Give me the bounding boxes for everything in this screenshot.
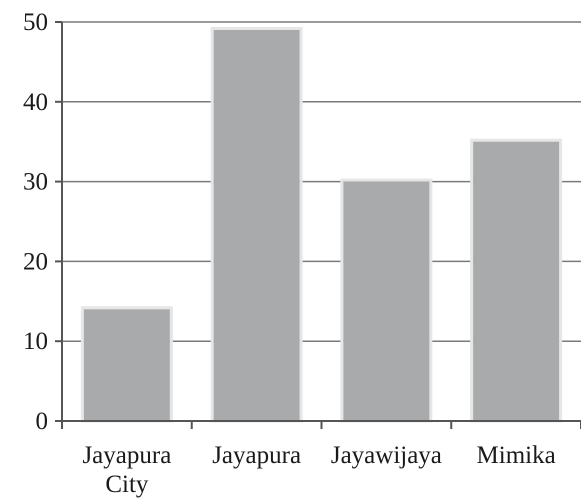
x-category-label-line: Mimika (477, 442, 556, 469)
x-category-label: Mimika (477, 442, 556, 469)
x-category-label: Jayapura (212, 442, 301, 469)
y-tick-label: 0 (36, 408, 49, 435)
y-tick-label: 30 (23, 169, 48, 196)
bars (80, 26, 563, 423)
x-category-label-line: Jayapura (82, 442, 171, 469)
axes (55, 21, 581, 429)
x-category-label-line: Jayawijaya (331, 442, 442, 469)
bar-mimika (473, 141, 560, 421)
y-tick-label: 10 (23, 328, 48, 355)
bar-jayapura-city (83, 309, 170, 421)
x-category-label-line: Jayapura (212, 442, 301, 469)
x-category-label-line: City (105, 471, 149, 498)
y-tick-label: 20 (23, 248, 48, 275)
y-tick-labels: 0 10 20 30 40 50 (23, 9, 48, 435)
x-category-label: Jayawijaya (331, 442, 442, 469)
bar-jayawijaya (343, 181, 430, 421)
y-tick-label: 50 (23, 9, 48, 36)
bar-jayapura (213, 29, 300, 421)
x-category-label: Jayapura City (82, 442, 171, 498)
y-tick-label: 40 (23, 89, 48, 116)
